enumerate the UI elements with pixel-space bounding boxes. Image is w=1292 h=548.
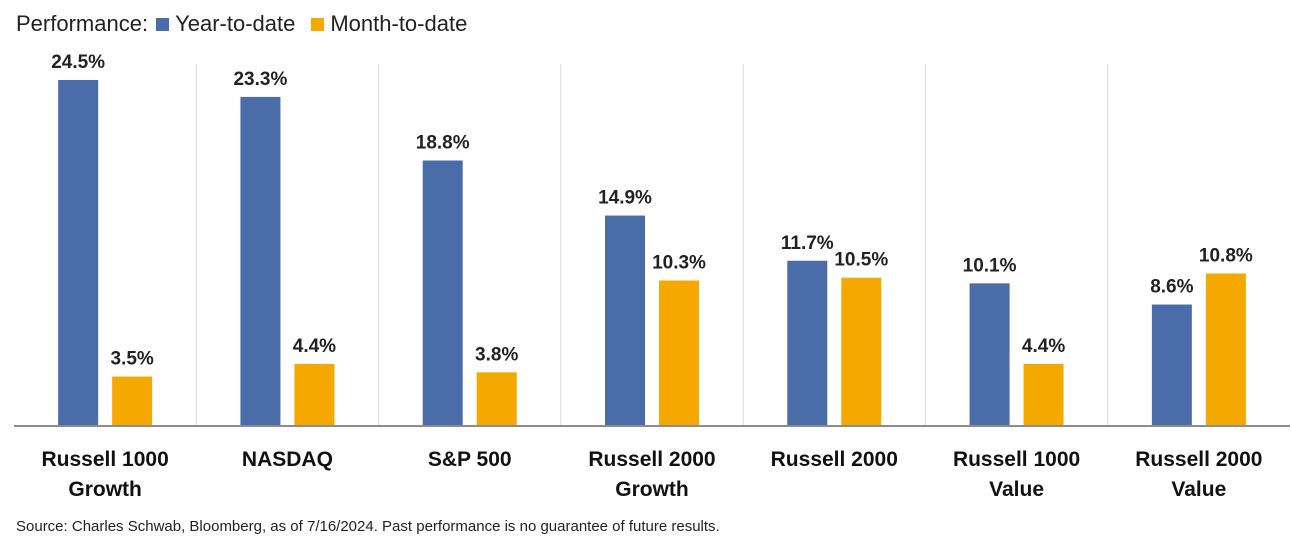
bar-mtd bbox=[476, 372, 517, 426]
data-label: 4.4% bbox=[293, 336, 336, 357]
bar-mtd bbox=[1023, 363, 1064, 426]
bar-ytd bbox=[605, 215, 645, 426]
bar-ytd bbox=[422, 160, 463, 426]
data-label: 3.5% bbox=[110, 349, 153, 370]
bar-ytd bbox=[240, 96, 281, 427]
bar-mtd bbox=[294, 363, 335, 426]
bar-ytd bbox=[969, 283, 1010, 426]
legend-prefix: Performance: bbox=[16, 11, 149, 36]
source-note: Source: Charles Schwab, Bloomberg, as of… bbox=[16, 518, 720, 535]
data-label: 3.8% bbox=[475, 344, 518, 365]
data-label: 10.5% bbox=[834, 250, 888, 271]
data-label: 10.8% bbox=[1199, 245, 1253, 266]
bar-mtd bbox=[112, 376, 153, 426]
data-label: 23.3% bbox=[233, 69, 287, 90]
legend-swatch-ytd bbox=[156, 17, 170, 31]
chart-legend: Performance: Year-to-date Month-to-date bbox=[16, 8, 483, 40]
category-label: Value bbox=[1171, 478, 1226, 501]
category-label: Russell 1000 bbox=[42, 448, 169, 471]
category-label: S&P 500 bbox=[428, 448, 512, 471]
data-label: 14.9% bbox=[598, 188, 652, 209]
category-label: Growth bbox=[615, 478, 689, 501]
legend-label-mtd: Month-to-date bbox=[330, 11, 468, 36]
legend-label-ytd: Year-to-date bbox=[175, 11, 296, 36]
bar-mtd bbox=[1205, 273, 1246, 426]
legend-swatch-mtd bbox=[311, 17, 325, 31]
legend-item-mtd: Month-to-date bbox=[311, 11, 467, 37]
data-label: 4.4% bbox=[1022, 336, 1065, 357]
data-label: 8.6% bbox=[1150, 277, 1193, 298]
legend-item-ytd: Year-to-date bbox=[156, 11, 295, 37]
category-label: Russell 2000 bbox=[771, 448, 898, 471]
data-label: 24.5% bbox=[51, 52, 105, 73]
data-label: 11.7% bbox=[781, 233, 834, 254]
category-label: Russell 2000 bbox=[1135, 448, 1262, 471]
category-label: Russell 1000 bbox=[953, 448, 1080, 471]
category-label: Russell 2000 bbox=[588, 448, 715, 471]
bar-mtd bbox=[841, 277, 882, 426]
category-label: Value bbox=[989, 478, 1044, 501]
bar-ytd bbox=[787, 260, 828, 426]
data-label: 10.3% bbox=[652, 253, 706, 274]
bar-ytd bbox=[58, 80, 99, 426]
data-label: 10.1% bbox=[963, 255, 1017, 276]
bar-ytd bbox=[1151, 304, 1192, 426]
data-label: 18.8% bbox=[416, 132, 470, 153]
category-label: Growth bbox=[68, 478, 142, 501]
bar-mtd bbox=[659, 280, 699, 426]
category-label: NASDAQ bbox=[242, 448, 333, 471]
